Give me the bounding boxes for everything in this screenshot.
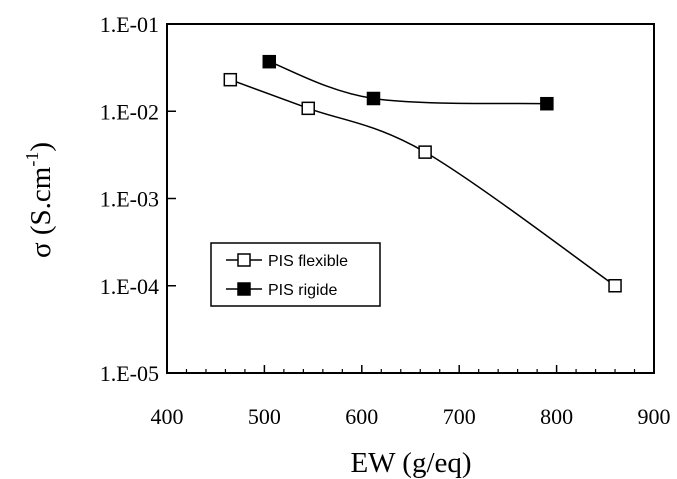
legend-label-flexible: PIS flexible xyxy=(268,253,348,270)
y-axis-ticks: 1.E-01 1.E-02 1.E-03 1.E-04 1.E-05 xyxy=(100,12,176,386)
x-axis-label: EW (g/eq) xyxy=(350,447,471,479)
data-point-0 xyxy=(608,279,622,293)
y-tick-label: 1.E-05 xyxy=(100,361,159,386)
y-tick-label: 1.E-01 xyxy=(100,12,159,37)
y-axis-label-exponent: -1 xyxy=(22,152,42,167)
x-tick-label: 700 xyxy=(443,404,476,429)
legend: PIS flexible PIS rigide xyxy=(210,242,381,307)
y-axis-label-close: ) xyxy=(25,142,57,152)
legend-label-rigide: PIS rigide xyxy=(268,282,337,299)
x-tick-label: 800 xyxy=(540,404,573,429)
x-axis-ticks: 400 500 600 700 800 900 xyxy=(151,365,671,429)
x-tick-label: 900 xyxy=(638,404,671,429)
plot-area xyxy=(166,23,655,374)
data-point-0 xyxy=(301,101,315,116)
legend-marker-flexible xyxy=(237,253,251,267)
x-tick-label: 600 xyxy=(345,404,378,429)
y-tick-label: 1.E-02 xyxy=(100,99,159,124)
data-point-1 xyxy=(262,54,277,69)
y-tick-label: 1.E-03 xyxy=(100,187,159,212)
data-point-1 xyxy=(366,91,381,106)
y-tick-label: 1.E-04 xyxy=(100,274,159,299)
data-point-1 xyxy=(540,96,554,111)
legend-marker-rigide xyxy=(237,282,251,296)
x-tick-label: 400 xyxy=(151,404,184,429)
data-point-0 xyxy=(418,145,432,159)
y-axis-label-main: σ (S.cm xyxy=(25,166,57,258)
data-point-0 xyxy=(223,72,238,87)
y-axis-label: σ (S.cm-1) xyxy=(22,142,57,258)
series-line-0 xyxy=(230,78,616,287)
x-tick-label: 500 xyxy=(248,404,281,429)
series-layer xyxy=(223,54,622,293)
